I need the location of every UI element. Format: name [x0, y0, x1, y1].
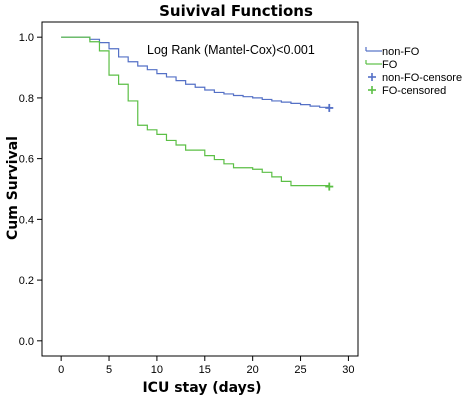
y-axis: 0.0 0.2 0.4 0.6 0.8 1.0 [19, 32, 42, 348]
x-axis: 0 5 10 15 20 25 30 [58, 356, 355, 376]
series-line-non-fo [61, 36, 330, 108]
legend-label: non-FO [382, 46, 420, 58]
legend-item: non-FO [365, 46, 420, 58]
x-tick-label: 15 [199, 364, 211, 376]
legend-label: non-FO-censore [382, 72, 462, 84]
series-line-fo [61, 36, 330, 187]
x-axis-title: ICU stay (days) [142, 380, 261, 396]
y-axis-title: Cum Survival [5, 136, 21, 240]
legend-item: FO [365, 59, 398, 71]
censor-marker-fo-censored [325, 182, 334, 191]
y-tick-label: 0.6 [19, 154, 34, 166]
x-tick-label: 30 [342, 364, 354, 376]
series-lines [61, 36, 330, 187]
y-tick-label: 0.0 [19, 336, 34, 348]
legend-item: FO-censored [368, 85, 446, 97]
plot-frame [41, 21, 359, 357]
x-tick-label: 25 [294, 364, 306, 376]
y-tick-label: 1.0 [19, 32, 34, 44]
y-tick-label: 0.4 [19, 214, 34, 226]
legend-label: FO [382, 59, 398, 71]
legend-plus-swatch [368, 86, 376, 94]
censor-markers [325, 103, 334, 191]
censor-marker-non-fo-censore [325, 103, 334, 112]
x-tick-label: 10 [151, 364, 163, 376]
x-tick-label: 5 [106, 364, 112, 376]
legend-item: non-FO-censore [368, 72, 462, 84]
log-rank-annotation: Log Rank (Mantel-Cox)<0.001 [147, 43, 315, 57]
y-tick-label: 0.2 [19, 275, 34, 287]
x-tick-label: 20 [247, 364, 259, 376]
legend-plus-swatch [368, 73, 376, 81]
legend-label: FO-censored [382, 85, 446, 97]
x-tick-label: 0 [58, 364, 64, 376]
chart-title: Suivival Functions [159, 2, 313, 20]
y-tick-label: 0.8 [19, 93, 34, 105]
